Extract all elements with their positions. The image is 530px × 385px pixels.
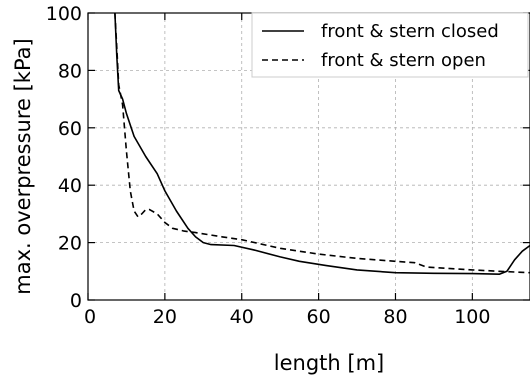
y-tick-label: 40: [58, 175, 82, 197]
x-tick-label: 100: [454, 306, 490, 328]
legend-box: [251, 12, 529, 78]
y-tick-label: 20: [58, 233, 82, 255]
y-tick-label: 60: [58, 118, 82, 140]
y-tick-label: 0: [70, 290, 82, 312]
x-axis-label: length [m]: [274, 351, 384, 375]
series-line-open: [114, 12, 530, 274]
y-axis-label: max. overpressure [kPa]: [11, 38, 35, 294]
legend: front & stern closed front & stern open: [251, 12, 529, 78]
x-tick-label: 0: [84, 306, 96, 328]
y-tick-label: 100: [46, 3, 82, 25]
y-tick-label: 80: [58, 60, 82, 82]
series-line-closed: [114, 12, 530, 275]
x-tick-label: 40: [230, 306, 254, 328]
x-tick-label: 20: [153, 306, 177, 328]
plot-area: [114, 12, 530, 275]
x-tick-label: 80: [383, 306, 407, 328]
legend-label-closed: front & stern closed: [321, 21, 499, 42]
tick-labels: 0 20 40 60 80 100 0 20 40 60 80 100: [46, 3, 491, 328]
legend-label-open: front & stern open: [321, 50, 486, 71]
x-tick-label: 60: [307, 306, 331, 328]
